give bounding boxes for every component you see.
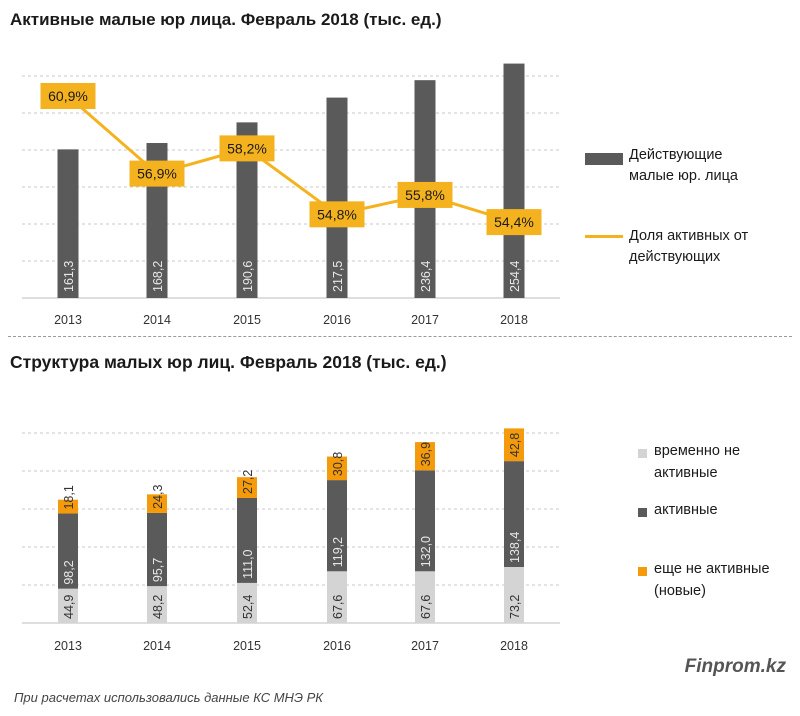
chart2-seg-label-active-2014: 95,7 xyxy=(151,558,165,582)
chart2-seg-active-2016 xyxy=(327,480,347,572)
chart1-bar-label-2018: 254,4 xyxy=(508,261,522,292)
chart1-x-tick-2013: 2013 xyxy=(54,313,82,327)
chart1-legend: Действующие малые юр. лица Доля активных… xyxy=(585,145,795,285)
chart2-seg-label-active-2016: 119,2 xyxy=(331,537,345,567)
chart2-seg-label-new-2013: 18,1 xyxy=(62,485,76,509)
chart1-x-tick-2017: 2017 xyxy=(411,313,439,327)
chart2-x-tick-2017: 2017 xyxy=(411,639,439,653)
chart2-x-tick-2016: 2016 xyxy=(323,639,351,653)
legend-label-active: активные xyxy=(654,502,718,518)
chart2-seg-new-2017 xyxy=(415,442,435,471)
chart2-x-tick-2015: 2015 xyxy=(233,639,261,653)
chart1-bar-label-2016: 217,5 xyxy=(331,261,345,292)
legend-swatch-inactive xyxy=(638,449,647,458)
legend-label-line-1: Доля активных от xyxy=(629,228,749,244)
chart2-seg-label-new-2014: 24,3 xyxy=(151,485,165,509)
chart2-legend: временно не активные активные еще не акт… xyxy=(638,441,798,611)
chart2-seg-inactive-2018 xyxy=(504,567,524,623)
chart2-seg-active-2014 xyxy=(147,512,167,587)
chart1-line-label-2013: 60,9% xyxy=(48,88,88,104)
chart1-bar-label-2014: 168,2 xyxy=(151,261,165,292)
chart2-x-tick-2018: 2018 xyxy=(500,639,528,653)
chart1-plot: 161,3 168,2 190,6 217,5 236,4 254,4 2013 2014 20… xyxy=(22,63,560,327)
chart1-line-label-box-2016 xyxy=(309,201,365,228)
chart1-bar-2016 xyxy=(326,97,348,298)
chart2-seg-label-new-2015: 27,2 xyxy=(241,470,255,494)
legend-swatch-bars xyxy=(585,153,623,165)
chart1-line-label-2016: 54,8% xyxy=(317,206,357,222)
chart1-line-label-box-2018 xyxy=(486,209,542,236)
chart2-seg-inactive-2017 xyxy=(415,571,435,623)
chart2-seg-label-active-2015: 111,0 xyxy=(241,549,255,578)
chart2-seg-label-active-2018: 138,4 xyxy=(508,532,522,563)
legend-label-inactive-2: активные xyxy=(654,465,718,481)
legend-swatch-line xyxy=(585,235,623,238)
chart1-bar-2015 xyxy=(236,122,258,298)
section-divider xyxy=(8,336,792,337)
chart2-seg-label-new-2017: 36,9 xyxy=(419,442,433,466)
chart2-seg-inactive-2016 xyxy=(327,571,347,623)
chart1-line-label-2017: 55,8% xyxy=(405,187,445,203)
chart2-seg-inactive-2015 xyxy=(237,582,257,623)
source-note: При расчетах использовались данные КС МН… xyxy=(14,690,323,705)
chart2-seg-active-2017 xyxy=(415,470,435,572)
legend-label-bars-2: малые юр. лица xyxy=(629,168,738,184)
legend-swatch-active xyxy=(638,508,647,517)
chart1-bar-label-2013: 161,3 xyxy=(62,261,76,292)
chart2-x-tick-2013: 2013 xyxy=(54,639,82,653)
legend-label-line-2: действующих xyxy=(629,249,721,265)
chart1-line-label-2015: 58,2% xyxy=(227,140,267,156)
brand-logo-text: Finprom.kz xyxy=(684,656,786,677)
chart2-seg-inactive-2014 xyxy=(147,586,167,623)
chart2-seg-label-new-2016: 30,8 xyxy=(331,452,345,476)
chart1-line-label-box-2014 xyxy=(129,160,185,187)
legend-swatch-new xyxy=(638,567,647,576)
chart2-seg-label-inactive-2015: 52,4 xyxy=(241,595,255,619)
chart1-bar-2018 xyxy=(503,63,525,299)
chart1-bar-2013 xyxy=(57,149,79,298)
legend-label-new-2: (новые) xyxy=(654,583,706,599)
chart2-seg-new-2015 xyxy=(237,477,257,498)
chart1-x-tick-2015: 2015 xyxy=(233,313,261,327)
legend-label-inactive-1: временно не xyxy=(654,443,741,459)
chart1-x-tick-2016: 2016 xyxy=(323,313,351,327)
chart2-seg-label-inactive-2017: 67,6 xyxy=(419,595,433,619)
chart1-line-label-box-2015 xyxy=(219,135,275,162)
chart2-seg-inactive-2013 xyxy=(58,588,78,623)
legend-label-bars-1: Действующие xyxy=(629,147,723,163)
chart2-seg-label-inactive-2018: 73,2 xyxy=(508,595,522,619)
chart2-seg-label-inactive-2013: 44,9 xyxy=(62,595,76,619)
chart2-x-tick-2014: 2014 xyxy=(143,639,171,653)
chart2-seg-active-2015 xyxy=(237,497,257,583)
chart2-seg-active-2018 xyxy=(504,461,524,568)
chart2-seg-new-2013 xyxy=(58,499,78,514)
chart2-seg-new-2014 xyxy=(147,494,167,513)
chart2-seg-label-new-2018: 42,8 xyxy=(508,433,522,457)
chart2-title: Структура малых юр лиц. Февраль 2018 (ты… xyxy=(10,352,447,372)
chart2-seg-label-active-2017: 132,0 xyxy=(419,536,433,567)
chart2-seg-label-inactive-2016: 67,6 xyxy=(331,595,345,619)
chart2-seg-new-2018 xyxy=(504,428,524,462)
legend-label-new-1: еще не активные xyxy=(654,561,770,577)
chart1-line-label-box-2013 xyxy=(40,83,96,109)
chart2-seg-label-active-2013: 98,2 xyxy=(62,560,76,584)
chart1-x-tick-2014: 2014 xyxy=(143,313,171,327)
chart1-line-label-2018: 54,4% xyxy=(494,214,534,230)
chart1-bar-label-2015: 190,6 xyxy=(241,261,255,292)
chart1-x-tick-2018: 2018 xyxy=(500,313,528,327)
chart2-seg-new-2016 xyxy=(327,456,347,481)
chart1-title: Активные малые юр лица. Февраль 2018 (ты… xyxy=(10,10,442,29)
chart2-seg-label-inactive-2014: 48,2 xyxy=(151,595,165,619)
chart1-line-label-2014: 56,9% xyxy=(137,166,177,182)
chart1-bar-label-2017: 236,4 xyxy=(419,261,433,292)
chart2-seg-active-2013 xyxy=(58,513,78,589)
chart1-line-label-box-2017 xyxy=(397,181,453,208)
